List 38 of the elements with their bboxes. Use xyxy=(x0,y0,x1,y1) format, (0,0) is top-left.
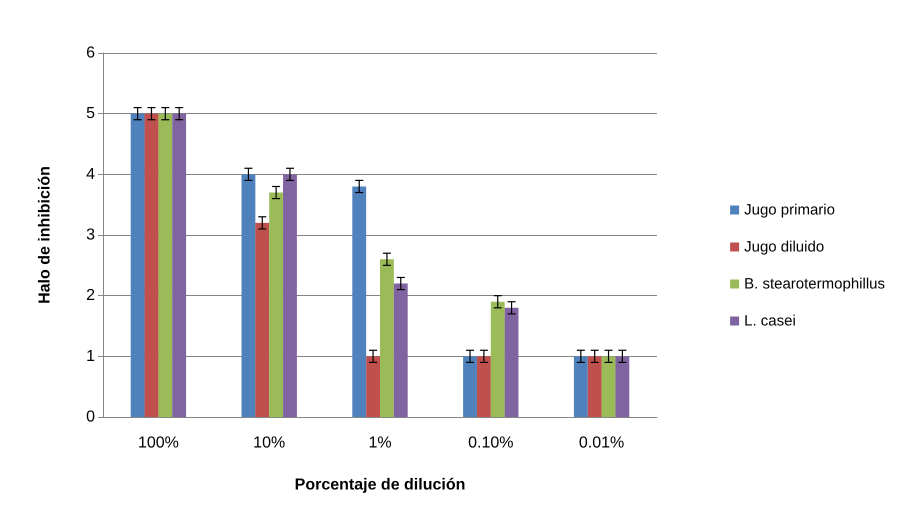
bar xyxy=(144,114,158,417)
bar xyxy=(490,302,505,417)
x-axis-title: Porcentaje de dilución xyxy=(294,476,466,494)
bar xyxy=(615,356,630,417)
bar xyxy=(588,356,602,417)
x-tick-label: 1% xyxy=(368,434,392,452)
y-tick-label: 5 xyxy=(86,105,96,122)
bar xyxy=(574,356,588,417)
legend-label: Jugo diluido xyxy=(744,238,824,256)
bar xyxy=(463,356,477,417)
bar xyxy=(394,284,408,417)
bar xyxy=(366,356,380,417)
bar xyxy=(130,114,145,417)
x-tick-label: 0.01% xyxy=(578,434,624,452)
y-tick-label: 6 xyxy=(86,44,96,62)
x-tick-label: 10% xyxy=(253,434,286,452)
y-tick-label: 3 xyxy=(86,226,96,244)
y-tick-label: 0 xyxy=(86,408,96,426)
y-tick-label: 1 xyxy=(86,348,96,365)
bar xyxy=(283,174,297,417)
y-tick-label: 4 xyxy=(86,166,96,183)
bar xyxy=(352,186,366,417)
legend-label: Jugo primario xyxy=(744,202,835,218)
x-tick-label: 100% xyxy=(138,434,179,452)
bar xyxy=(380,259,394,417)
bar xyxy=(172,114,186,417)
bar xyxy=(476,356,491,417)
bar xyxy=(269,192,284,417)
bar xyxy=(158,114,172,417)
bar xyxy=(602,356,616,417)
legend-label: L. casei xyxy=(744,312,796,330)
bar xyxy=(242,174,256,417)
bar xyxy=(504,308,518,417)
bar xyxy=(255,222,270,417)
y-axis-title: Halo de inhibición xyxy=(36,166,54,304)
x-tick-label: 0.10% xyxy=(468,434,514,452)
y-tick-label: 2 xyxy=(86,287,96,304)
legend-label: B. stearotermophillus xyxy=(744,276,886,292)
